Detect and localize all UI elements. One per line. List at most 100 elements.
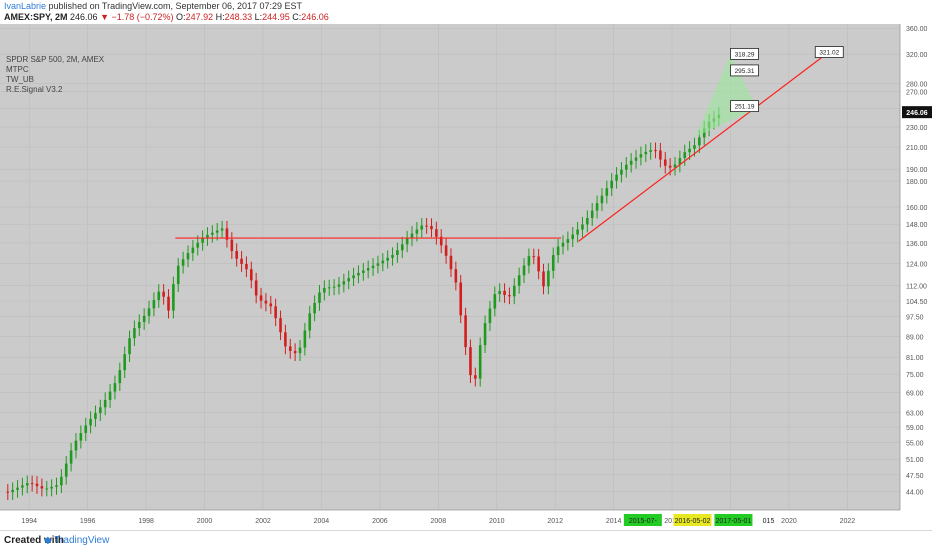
y-tick-label: 47.50 bbox=[906, 473, 924, 480]
candle-body bbox=[21, 485, 24, 488]
y-tick-label: 89.00 bbox=[906, 334, 924, 341]
candle-body bbox=[425, 225, 428, 227]
candle-body bbox=[483, 323, 487, 346]
candle-body bbox=[391, 254, 394, 258]
tradingview-logo-icon: ◆ bbox=[44, 535, 52, 546]
last-price-tag bbox=[902, 106, 932, 119]
candle-body bbox=[30, 483, 34, 485]
candle-body bbox=[25, 483, 29, 486]
candle-body bbox=[532, 256, 536, 258]
low-value: 244.95 bbox=[262, 12, 290, 22]
y-tick-label: 160.00 bbox=[906, 205, 928, 212]
candle-body bbox=[230, 239, 234, 252]
open-value: 247.92 bbox=[185, 12, 214, 22]
x-tick-label: 2012 bbox=[547, 518, 563, 525]
candle-body bbox=[566, 239, 570, 243]
candle-body bbox=[688, 148, 691, 153]
y-tick-label: 97.50 bbox=[906, 314, 924, 321]
candle-body bbox=[84, 425, 88, 434]
x-tick-label: 2006 bbox=[372, 518, 388, 525]
candle-body bbox=[420, 225, 424, 230]
candle-body bbox=[547, 270, 550, 287]
candle-body bbox=[176, 265, 180, 285]
price-chart[interactable]: 360.00320.00280.00270.00250.00230.00210.… bbox=[0, 24, 932, 530]
candle-body bbox=[459, 282, 463, 316]
candle-body bbox=[371, 265, 375, 269]
date-marker-label: 2015-07- bbox=[629, 518, 658, 525]
candle-body bbox=[357, 272, 360, 276]
candle-body bbox=[45, 488, 49, 490]
candle-body bbox=[279, 318, 282, 333]
date-marker-label: 2016-05-02 bbox=[675, 518, 711, 525]
y-tick-label: 190.00 bbox=[906, 167, 928, 174]
candle-body bbox=[454, 269, 458, 283]
candle-body bbox=[668, 165, 672, 168]
candle-body bbox=[698, 137, 701, 146]
candle-body bbox=[430, 225, 433, 230]
candle-body bbox=[264, 300, 268, 304]
candle-body bbox=[678, 158, 682, 165]
chart-area[interactable]: 360.00320.00280.00270.00250.00230.00210.… bbox=[0, 24, 932, 530]
close-key: C: bbox=[292, 12, 302, 22]
candle-body bbox=[64, 463, 68, 477]
x-tick-label: 2020 bbox=[781, 518, 797, 525]
candle-body bbox=[474, 375, 477, 379]
candle-body bbox=[624, 164, 628, 170]
tradingview-brand[interactable]: ◆ TradingView bbox=[44, 535, 109, 546]
candle-body bbox=[11, 489, 14, 493]
tradingview-brand-label: TradingView bbox=[54, 535, 110, 546]
price-label: 295.31 bbox=[735, 68, 755, 75]
candle-body bbox=[16, 487, 19, 490]
candle-body bbox=[478, 345, 482, 379]
candle-body bbox=[542, 271, 545, 287]
author-link[interactable]: IvanLabrie bbox=[4, 1, 47, 11]
candle-body bbox=[376, 263, 380, 266]
open-key: O: bbox=[176, 12, 186, 22]
candle-body bbox=[99, 407, 102, 414]
candle-body bbox=[673, 164, 677, 168]
x-tick-label: 1996 bbox=[80, 518, 96, 525]
candle-body bbox=[288, 346, 292, 351]
candle-body bbox=[69, 450, 73, 464]
candle-body bbox=[517, 275, 521, 286]
candle-body bbox=[620, 169, 623, 175]
candle-body bbox=[55, 485, 58, 487]
trend-line bbox=[578, 53, 828, 242]
candle-body bbox=[493, 294, 497, 309]
candle-body bbox=[551, 255, 555, 271]
y-tick-label: 75.00 bbox=[906, 372, 924, 379]
candle-body bbox=[225, 228, 229, 240]
legend-title: SPDR S&P 500, 2M, AMEX bbox=[6, 55, 105, 64]
legend-indicator-0: MTPC bbox=[6, 65, 29, 74]
candle-body bbox=[586, 218, 589, 225]
candle-body bbox=[103, 399, 107, 408]
candle-body bbox=[327, 287, 331, 289]
x-tick-label: 2010 bbox=[489, 518, 505, 525]
candle-body bbox=[293, 350, 297, 354]
candle-body bbox=[415, 229, 419, 234]
date-marker-bg bbox=[673, 514, 712, 526]
candle-body bbox=[464, 315, 467, 348]
chart-legend: SPDR S&P 500, 2M, AMEX MTPC TW_UB R.E.Si… bbox=[6, 55, 104, 95]
low-key: L: bbox=[254, 12, 263, 22]
candle-body bbox=[79, 433, 83, 441]
candle-body bbox=[40, 486, 44, 489]
candle-body bbox=[396, 250, 399, 255]
candle-body bbox=[181, 259, 185, 266]
y-tick-label: 136.00 bbox=[906, 241, 928, 248]
candle-body bbox=[571, 234, 575, 240]
candle-body bbox=[595, 203, 599, 211]
candle-body bbox=[206, 234, 209, 238]
candle-body bbox=[167, 296, 170, 311]
date-marker-label: 015 bbox=[763, 518, 775, 525]
y-tick-label: 112.00 bbox=[906, 284, 927, 291]
price-label: 251.19 bbox=[735, 104, 755, 111]
candle-body bbox=[147, 308, 151, 316]
legend-indicator-1: TW_UB bbox=[6, 75, 34, 84]
candle-body bbox=[50, 486, 53, 489]
x-tick-label: 2002 bbox=[255, 518, 271, 525]
x-tick-label: 2016 bbox=[664, 518, 680, 525]
candle-body bbox=[522, 265, 526, 276]
price-change: ▼ −1.78 (−0.72%) bbox=[100, 12, 174, 22]
candle-body bbox=[89, 418, 92, 426]
